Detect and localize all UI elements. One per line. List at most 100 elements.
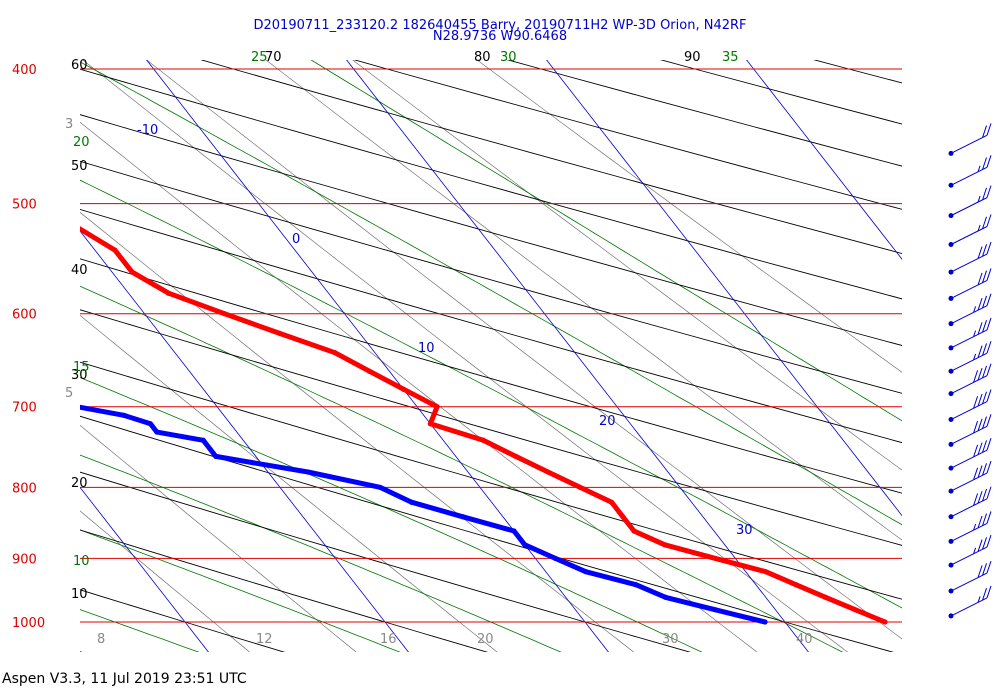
wind-barb-staff xyxy=(950,352,988,372)
temperature-trace-point xyxy=(852,607,859,613)
dry-adiabat-line xyxy=(813,60,902,84)
temperature-trace-point xyxy=(277,330,283,337)
isotherm-line xyxy=(80,230,409,652)
wind-barb-half-flag xyxy=(977,195,981,203)
wind-barb xyxy=(948,341,992,374)
wind-barb-flag xyxy=(973,420,979,434)
mixing-ratio-line xyxy=(82,60,849,652)
temperature-trace-point xyxy=(0,176,2,181)
wind-barb-flag xyxy=(982,463,988,476)
wind-barb-staff xyxy=(950,572,988,592)
temperature-trace-point xyxy=(662,542,668,548)
dewpoint-trace-point xyxy=(48,395,53,400)
wind-barb-half-flag xyxy=(973,353,977,361)
mixing-ratio-label: 3 xyxy=(65,117,73,132)
pressure-tick-label: 800 xyxy=(12,481,37,496)
pressure-tick-label: 500 xyxy=(12,198,37,213)
wind-barb-staff xyxy=(950,522,988,542)
dewpoint-trace-point xyxy=(147,421,153,427)
dewpoint-trace-point xyxy=(408,499,415,505)
temperature-trace-point xyxy=(577,484,583,490)
moist-adiabat-label: 25 xyxy=(251,50,268,65)
wind-barb-flag xyxy=(986,560,992,574)
wind-barb-flag xyxy=(982,513,988,526)
dewpoint-trace-point xyxy=(762,619,768,625)
dry-adiabat-line xyxy=(353,60,902,210)
wind-barb-staff xyxy=(950,305,988,325)
wind-barb-flag xyxy=(977,272,983,286)
mixing-ratio-line xyxy=(476,60,902,373)
wind-barb-flag xyxy=(986,214,992,227)
footer-version-timestamp: Aspen V3.3, 11 Jul 2019 23:51 UTC xyxy=(2,671,247,687)
mixing-ratio-line xyxy=(265,60,902,541)
dry-adiabat-line xyxy=(80,361,902,600)
pressure-tick-label: 700 xyxy=(12,401,37,416)
wind-barb-flag xyxy=(982,588,988,601)
wind-barb-flag xyxy=(986,438,992,451)
isotherm-line xyxy=(346,60,809,652)
wind-barb xyxy=(948,214,992,248)
dry-adiabat-line xyxy=(200,60,902,255)
wind-barb-half-flag xyxy=(977,165,981,172)
wind-barb-flag xyxy=(986,511,992,524)
dry-adiabat-label: 90 xyxy=(684,50,701,65)
wind-barb-flag xyxy=(982,391,988,404)
moist-adiabat-label: 30 xyxy=(500,50,517,65)
wind-barb-staff xyxy=(950,279,988,299)
isotherm-label: 0 xyxy=(292,232,300,247)
dry-adiabat-line xyxy=(80,114,902,346)
temperature-trace-point xyxy=(366,368,372,374)
wind-barb-flag xyxy=(982,365,988,379)
dewpoint-trace-point xyxy=(7,369,12,374)
isotherm-line xyxy=(746,60,902,260)
wind-barb-flag xyxy=(986,414,992,427)
wind-barb-flag xyxy=(986,268,992,281)
isotherm-label: 20 xyxy=(599,414,616,429)
wind-barb xyxy=(948,460,992,494)
moist-adiabat-label: 10 xyxy=(73,554,90,569)
wind-barb-staff xyxy=(950,449,988,469)
dewpoint-trace-point xyxy=(154,429,160,435)
moist-adiabat-line xyxy=(80,179,902,609)
isotherm-line xyxy=(146,60,609,652)
mixing-ratio-line xyxy=(80,424,357,652)
isotherm-label: -10 xyxy=(137,123,158,138)
wind-barb-flag xyxy=(977,539,983,552)
wind-barb-staff xyxy=(950,329,988,349)
wind-barb xyxy=(948,438,992,471)
wind-barb-half-flag xyxy=(977,596,981,603)
wind-barb-staff xyxy=(950,498,988,518)
dewpoint-trace-point xyxy=(737,613,743,619)
pressure-tick-label: 900 xyxy=(12,552,37,567)
isotherm-line xyxy=(546,60,902,517)
temperature-trace-point xyxy=(75,225,80,230)
temperature-axis-tick-label: 20 xyxy=(477,632,494,647)
temperature-trace-point xyxy=(165,290,172,296)
wind-barb-flag xyxy=(982,125,988,138)
moist-adiabat-line xyxy=(310,60,902,422)
dry-adiabat-label: 50 xyxy=(71,159,88,174)
wind-barb-staff xyxy=(950,197,988,217)
wind-barb-flag xyxy=(986,241,992,255)
dry-adiabat-line xyxy=(80,208,902,444)
dewpoint-trace-point xyxy=(460,514,466,520)
temperature-trace-point xyxy=(513,453,519,459)
wind-barb-flag xyxy=(982,187,988,201)
wind-barb-flag xyxy=(982,295,988,309)
wind-barb xyxy=(948,363,992,397)
wind-barb xyxy=(948,268,992,301)
temperature-trace-point xyxy=(608,499,615,505)
wind-barb-staff xyxy=(950,166,988,186)
wind-barb xyxy=(948,155,992,188)
wind-barb-flag xyxy=(986,460,992,474)
temperature-trace-point xyxy=(400,386,407,392)
wind-barb-staff xyxy=(950,546,988,566)
wind-barb-staff xyxy=(950,597,988,617)
temperature-trace-point xyxy=(631,528,637,534)
chart-title-line-2: N28.9736 W90.6468 xyxy=(432,29,568,44)
temperature-trace-point xyxy=(763,569,769,575)
wind-barb-staff xyxy=(950,253,988,273)
temperature-trace-point xyxy=(112,247,118,253)
temperature-trace-point xyxy=(427,421,433,427)
